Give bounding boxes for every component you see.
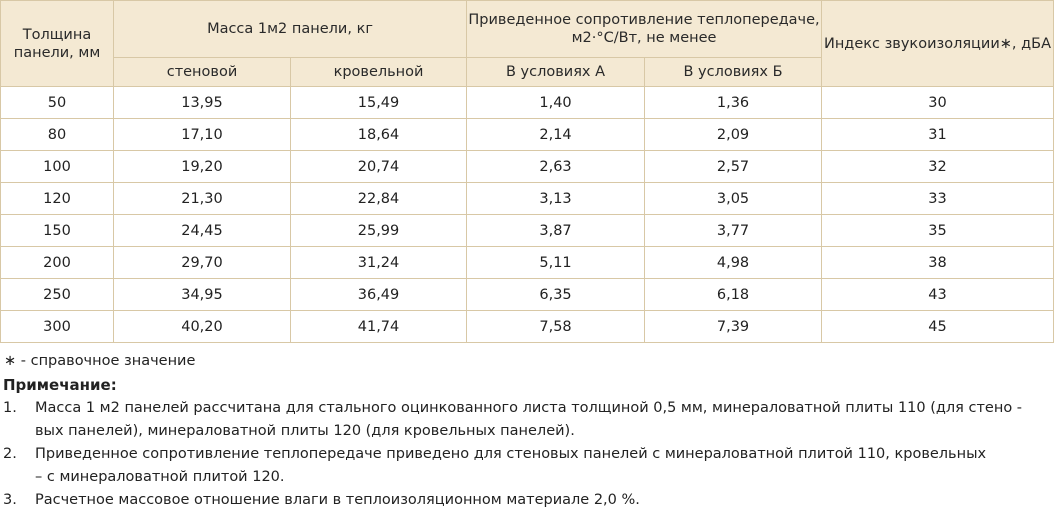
table-cell: 31,24 (289, 246, 468, 279)
table-cell: 50 (0, 86, 114, 119)
table-cell: 21,30 (113, 182, 291, 215)
table-cell: 33 (821, 182, 1055, 215)
note-text: Расчетное массовое отношение влаги в теп… (35, 489, 1055, 512)
table-cell: 6,35 (466, 278, 646, 311)
table-row: 120 21,30 22,84 3,13 3,05 33 (0, 182, 1055, 215)
header-resistance: Приведенное сопротивление теплопередаче,… (466, 0, 823, 58)
footnote: ∗ - справочное значение (4, 353, 196, 369)
table-cell: 5,11 (466, 246, 646, 279)
table-cell: 3,13 (466, 182, 646, 215)
table-cell: 3,05 (644, 182, 823, 215)
table-cell: 2,09 (644, 118, 823, 151)
header-mass-wall: стеновой (113, 57, 291, 87)
table-cell: 35 (821, 214, 1055, 247)
header-sound-index: Индекс звукоизоляции∗, дБА (821, 0, 1055, 87)
note-text: Приведенное сопротивление теплопередаче … (35, 443, 1055, 489)
table-cell: 20,74 (289, 150, 468, 183)
note-item: 2. Приведенное сопротивление теплопередач… (3, 443, 1055, 489)
table-row: 300 40,20 41,74 7,58 7,39 45 (0, 310, 1055, 343)
note-item: 1. Масса 1 м2 панелей рассчитана для стал… (3, 397, 1055, 443)
table-cell: 30 (821, 86, 1055, 119)
table-cell: 100 (0, 150, 114, 183)
table-cell: 40,20 (113, 310, 291, 343)
table-cell: 34,95 (113, 278, 291, 311)
table-cell: 3,87 (466, 214, 646, 247)
note-line: Приведенное сопротивление теплопередаче … (35, 446, 987, 462)
note-item: 3. Расчетное массовое отношение влаги в т… (3, 489, 1055, 512)
note-number: 2. (3, 446, 17, 462)
notes-list: 1. Масса 1 м2 панелей рассчитана для стал… (3, 397, 1055, 512)
table-cell: 2,14 (466, 118, 646, 151)
table-cell: 45 (821, 310, 1055, 343)
header-thickness: Толщина панели, мм (0, 0, 114, 87)
table-cell: 25,99 (289, 214, 468, 247)
table-cell: 300 (0, 310, 114, 343)
table-cell: 18,64 (289, 118, 468, 151)
note-line: вых панелей), минераловатной плиты 120 (… (35, 423, 575, 439)
table-cell: 38 (821, 246, 1055, 279)
table-cell: 41,74 (289, 310, 468, 343)
notes-title: Примечание: (3, 376, 117, 394)
table-cell: 2,57 (644, 150, 823, 183)
table-cell: 6,18 (644, 278, 823, 311)
note-text: Масса 1 м2 панелей рассчитана для стальн… (35, 397, 1055, 443)
table-row: 50 13,95 15,49 1,40 1,36 30 (0, 86, 1055, 119)
table-row: 100 19,20 20,74 2,63 2,57 32 (0, 150, 1055, 183)
table-cell: 13,95 (113, 86, 291, 119)
table-cell: 31 (821, 118, 1055, 151)
table-cell: 43 (821, 278, 1055, 311)
table-cell: 1,36 (644, 86, 823, 119)
header-condition-a: В условиях А (466, 57, 646, 87)
header-mass: Масса 1м2 панели, кг (112, 0, 468, 58)
note-line: Масса 1 м2 панелей рассчитана для стальн… (35, 400, 1023, 416)
table-row: 200 29,70 31,24 5,11 4,98 38 (0, 246, 1055, 279)
note-line: – с минераловатной плитой 120. (35, 469, 285, 485)
table-cell: 150 (0, 214, 114, 247)
table-cell: 29,70 (113, 246, 291, 279)
note-line: Расчетное массовое отношение влаги в теп… (35, 492, 640, 508)
table-row: 250 34,95 36,49 6,35 6,18 43 (0, 278, 1055, 311)
table-cell: 250 (0, 278, 114, 311)
table-cell: 24,45 (113, 214, 291, 247)
table-cell: 3,77 (644, 214, 823, 247)
table-cell: 15,49 (289, 86, 468, 119)
table-cell: 36,49 (289, 278, 468, 311)
table-cell: 22,84 (289, 182, 468, 215)
table-cell: 4,98 (644, 246, 823, 279)
table-row: 150 24,45 25,99 3,87 3,77 35 (0, 214, 1055, 247)
header-condition-b: В условиях Б (644, 57, 823, 87)
table-row: 80 17,10 18,64 2,14 2,09 31 (0, 118, 1055, 151)
table-body: 50 13,95 15,49 1,40 1,36 30 80 17,10 18,64 2,14 2,… (0, 86, 1055, 343)
table-cell: 200 (0, 246, 114, 279)
note-number: 1. (3, 400, 17, 416)
table-cell: 120 (0, 182, 114, 215)
notes-section: ∗ - справочное значение Примечание: 1. Ма… (3, 350, 1055, 512)
header-mass-roof: кровельной (289, 57, 468, 87)
table-cell: 19,20 (113, 150, 291, 183)
table-cell: 7,58 (466, 310, 646, 343)
specs-table: Толщина панели, мм Масса 1м2 панели, кг … (0, 0, 1055, 343)
note-number: 3. (3, 492, 17, 508)
table-cell: 7,39 (644, 310, 823, 343)
table-cell: 17,10 (113, 118, 291, 151)
table-cell: 80 (0, 118, 114, 151)
table-cell: 1,40 (466, 86, 646, 119)
table-cell: 2,63 (466, 150, 646, 183)
table-cell: 32 (821, 150, 1055, 183)
